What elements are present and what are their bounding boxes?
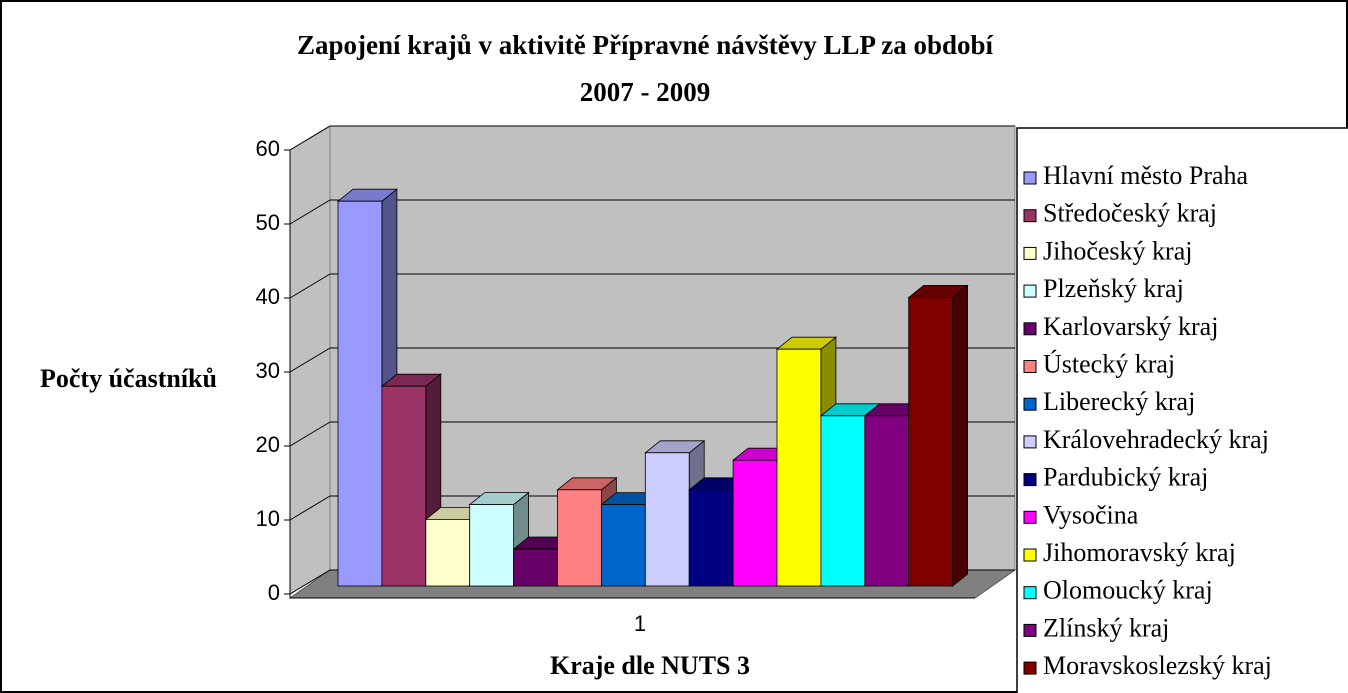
legend-label: Plzeňský kraj	[1043, 274, 1184, 303]
legend-swatch	[1023, 548, 1037, 562]
bar	[557, 489, 602, 587]
bar	[381, 385, 427, 587]
y-tick-label: 20	[256, 432, 280, 457]
chart-title: Zapojení krajů v aktivitě Přípravné návš…	[297, 30, 994, 60]
grid-line-side	[289, 347, 331, 373]
y-tick-label: 10	[256, 506, 280, 531]
chart-subtitle: 2007 - 2009	[580, 77, 711, 107]
y-tick-label: 40	[256, 284, 280, 309]
legend-label: Jihočeský kraj	[1043, 236, 1192, 265]
legend-label: Moravskoslezský kraj	[1043, 651, 1272, 680]
legend-swatch	[1023, 397, 1037, 411]
bar	[644, 452, 690, 587]
legend-label: Karlovarský kraj	[1043, 312, 1218, 341]
bar	[864, 415, 910, 587]
legend-label: Hlavní město Praha	[1043, 161, 1249, 190]
legend-label: Zlínský kraj	[1043, 613, 1169, 642]
legend-swatch	[1023, 246, 1037, 260]
bar	[337, 200, 383, 587]
x-axis-title: Kraje dle NUTS 3	[550, 651, 750, 680]
grid-line-side	[289, 569, 331, 595]
bar	[732, 459, 778, 587]
bar	[820, 415, 866, 587]
legend-swatch	[1023, 435, 1037, 449]
legend	[1016, 127, 1348, 693]
bar-side	[952, 284, 968, 587]
legend-swatch	[1023, 360, 1037, 373]
grid-line-side	[289, 199, 331, 225]
bar	[908, 296, 954, 587]
legend-swatch	[1023, 623, 1037, 637]
legend-label: Liberecký kraj	[1043, 387, 1195, 416]
y-tick-label: 60	[256, 136, 280, 161]
y-tick-label: 30	[256, 358, 280, 383]
legend-swatch	[1023, 209, 1037, 223]
bar	[425, 519, 471, 587]
grid-line-side	[289, 273, 331, 299]
bar	[601, 504, 646, 587]
grid-line-side	[289, 125, 331, 151]
legend-label: Olomoucký kraj	[1043, 576, 1213, 605]
x-tick-label: 1	[634, 611, 646, 636]
legend-label: Vysočina	[1043, 500, 1139, 529]
legend-label: Jihomoravský kraj	[1043, 538, 1236, 567]
legend-swatch	[1023, 171, 1037, 185]
y-axis-title: Počty účastníků	[40, 364, 217, 393]
legend-label: Středočeský kraj	[1043, 199, 1217, 228]
legend-label: Ústecký kraj	[1043, 349, 1175, 378]
bar	[469, 504, 515, 587]
legend-swatch	[1023, 284, 1037, 298]
legend-label: Královehradecký kraj	[1043, 425, 1269, 454]
legend-swatch	[1023, 510, 1037, 524]
legend-swatch	[1023, 586, 1037, 600]
grid-line-side	[289, 495, 331, 521]
legend-swatch	[1023, 473, 1037, 487]
y-tick-label: 50	[256, 210, 280, 235]
grid-line-side	[289, 421, 331, 447]
legend-swatch	[1023, 661, 1037, 675]
y-tick-label: 0	[268, 580, 280, 605]
legend-swatch	[1023, 322, 1037, 336]
legend-label: Pardubický kraj	[1043, 463, 1208, 492]
bar	[688, 489, 734, 587]
bar	[776, 348, 822, 587]
bar	[513, 548, 558, 587]
